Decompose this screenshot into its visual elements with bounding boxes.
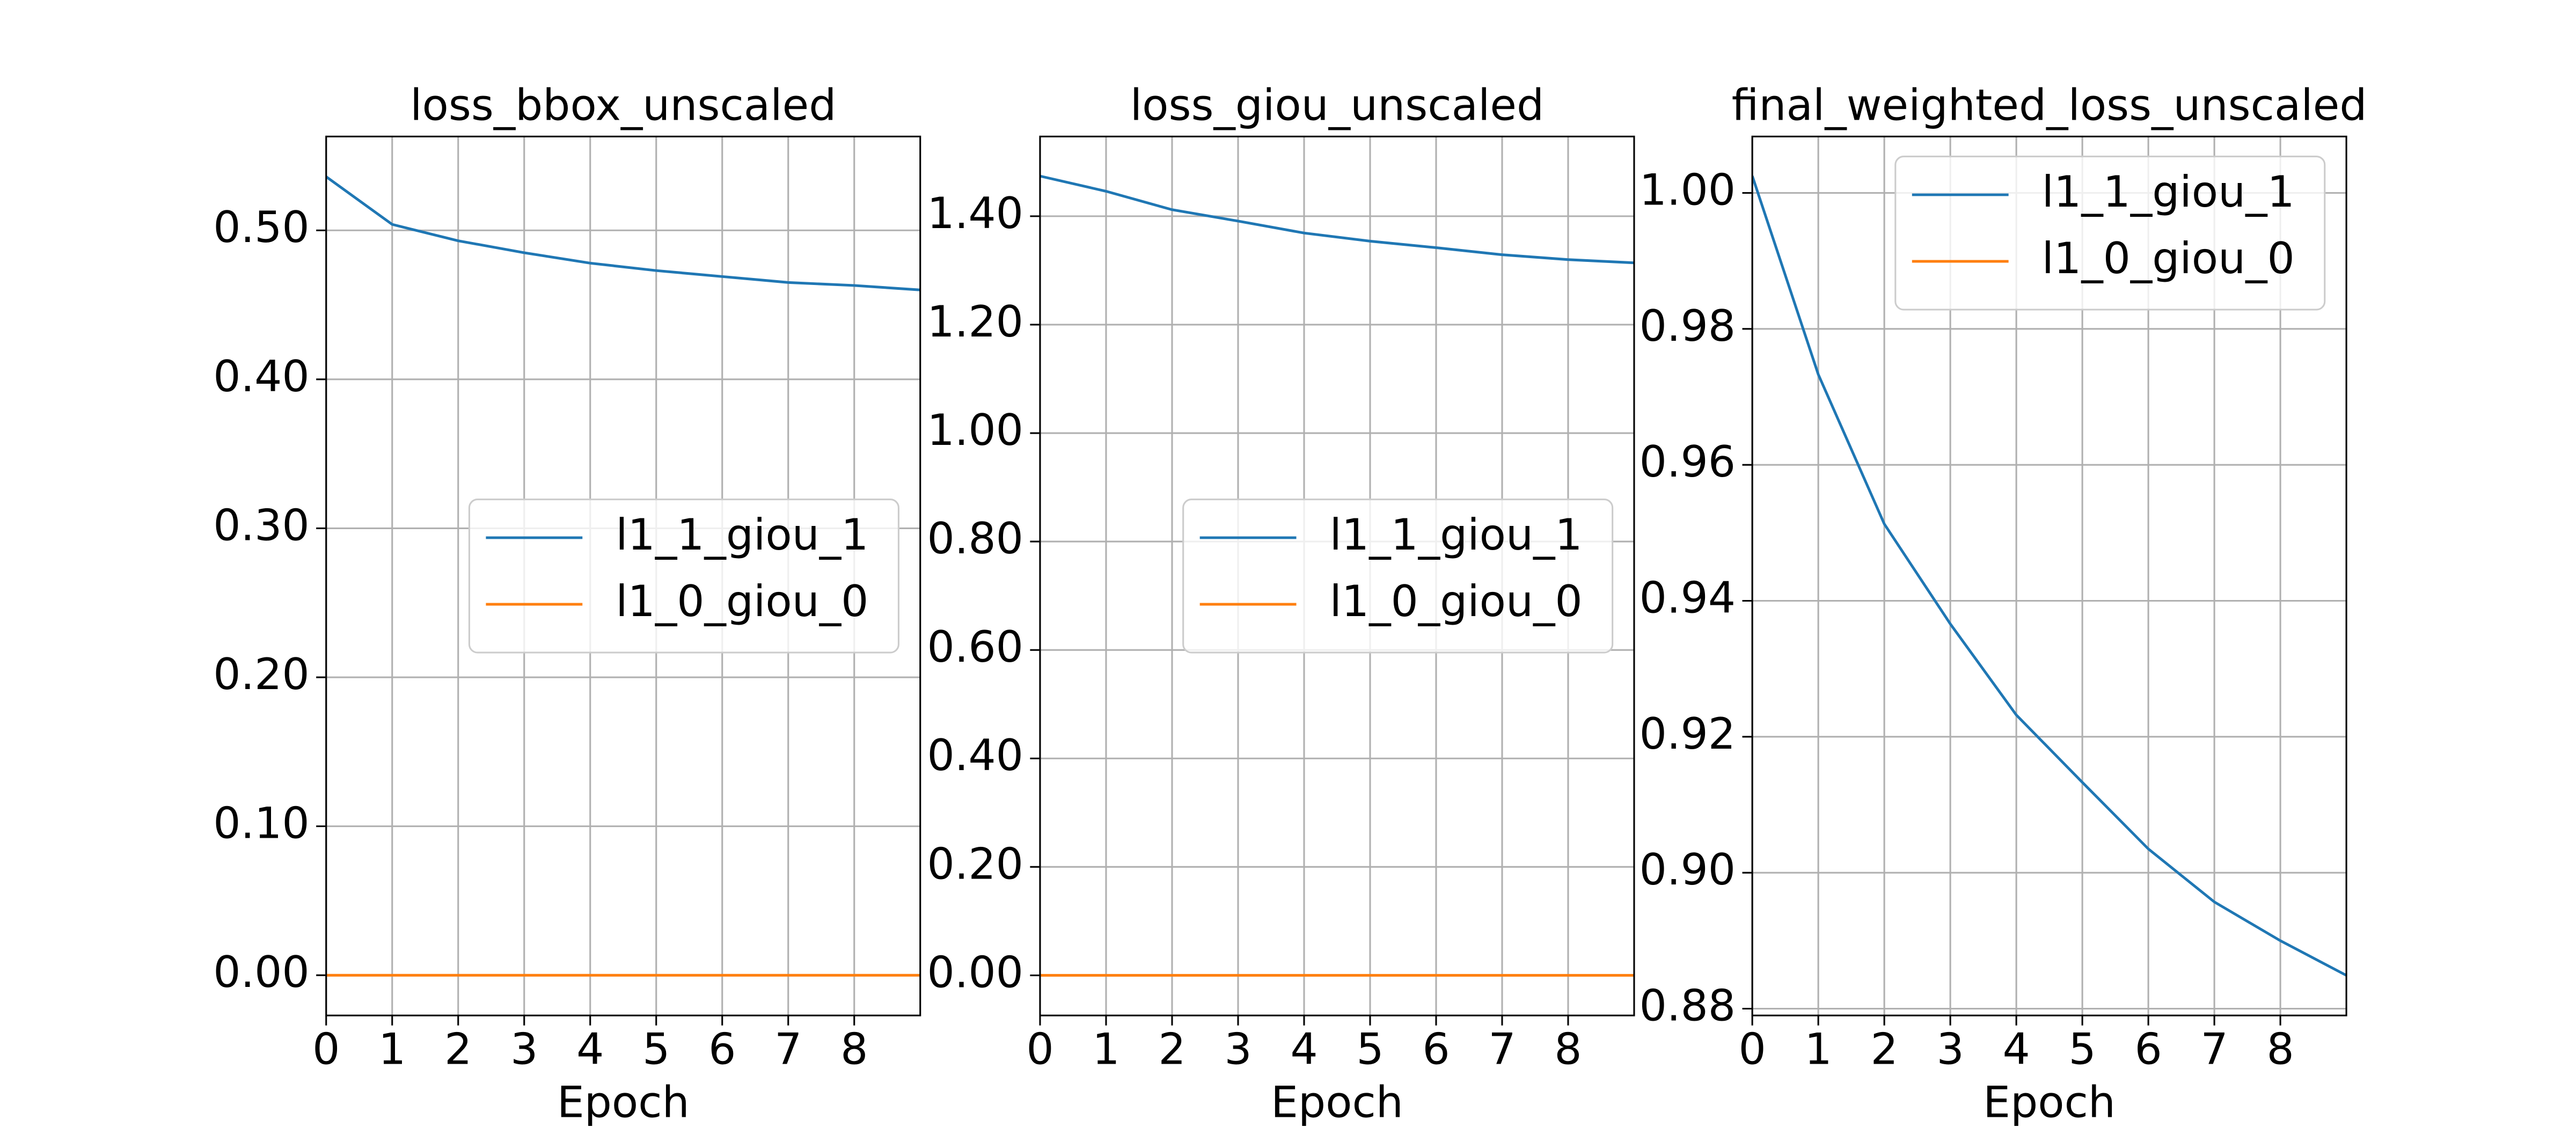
x-tick-label: 0 xyxy=(1738,1024,1766,1074)
x-tick-label: 1 xyxy=(378,1024,406,1074)
y-tick-label: 0.40 xyxy=(213,352,309,402)
y-tick-label: 0.20 xyxy=(927,839,1023,889)
x-tick-label: 0 xyxy=(312,1024,340,1074)
x-tick-label: 4 xyxy=(576,1024,604,1074)
y-tick-label: 1.00 xyxy=(1640,165,1736,215)
y-tick-label: 0.98 xyxy=(1640,301,1736,352)
x-tick-label: 7 xyxy=(774,1024,802,1074)
x-tick-label: 8 xyxy=(1554,1024,1582,1074)
x-tick-label: 5 xyxy=(2068,1024,2096,1074)
y-tick-label: 0.10 xyxy=(213,799,309,849)
x-tick-label: 1 xyxy=(1092,1024,1119,1074)
y-tick-label: 0.00 xyxy=(927,947,1023,998)
x-tick-label: 6 xyxy=(1422,1024,1450,1074)
y-tick-label: 0.00 xyxy=(213,947,309,998)
y-tick-label: 0.30 xyxy=(213,500,309,551)
legend: l1_1_giou_1 l1_0_giou_0 xyxy=(468,499,899,654)
x-tick-label: 3 xyxy=(510,1024,538,1074)
x-tick-label: 4 xyxy=(2002,1024,2030,1074)
y-tick-label: 0.88 xyxy=(1640,980,1736,1031)
x-axis-label: Epoch xyxy=(1983,1078,2116,1127)
x-tick-label: 6 xyxy=(2134,1024,2162,1074)
legend-label: l1_1_giou_1 xyxy=(2042,167,2295,217)
legend: l1_1_giou_1 l1_0_giou_0 xyxy=(1894,156,2326,311)
y-tick-label: 0.60 xyxy=(927,622,1023,672)
y-tick-label: 0.50 xyxy=(213,202,309,253)
legend-label: l1_0_giou_0 xyxy=(2042,233,2295,284)
x-tick-label: 8 xyxy=(840,1024,868,1074)
y-tick-label: 0.20 xyxy=(213,649,309,700)
x-tick-label: 3 xyxy=(1936,1024,1964,1074)
legend-label: l1_1_giou_1 xyxy=(1330,510,1583,560)
plot-frame xyxy=(1039,135,1635,1016)
x-axis-label: Epoch xyxy=(1271,1078,1403,1127)
legend: l1_1_giou_1 l1_0_giou_0 xyxy=(1182,499,1614,654)
x-tick-label: 3 xyxy=(1224,1024,1252,1074)
legend-label: l1_1_giou_1 xyxy=(616,510,868,560)
x-tick-label: 2 xyxy=(1870,1024,1898,1074)
x-axis-label: Epoch xyxy=(557,1078,690,1127)
chart-title: loss_giou_unscaled xyxy=(1130,80,1544,131)
legend-label: l1_0_giou_0 xyxy=(616,576,868,627)
series-line xyxy=(1040,174,1634,265)
x-tick-label: 7 xyxy=(1488,1024,1516,1074)
x-tick-label: 5 xyxy=(1356,1024,1384,1074)
y-tick-label: 0.80 xyxy=(927,514,1023,564)
y-tick-label: 0.92 xyxy=(1640,709,1736,759)
x-tick-label: 4 xyxy=(1290,1024,1318,1074)
x-tick-label: 7 xyxy=(2200,1024,2228,1074)
legend-label: l1_0_giou_0 xyxy=(1330,576,1583,627)
y-tick-label: 1.40 xyxy=(927,188,1023,239)
series-line xyxy=(326,175,920,291)
chart-title: final_weighted_loss_unscaled xyxy=(1732,80,2367,131)
plot-frame xyxy=(325,135,921,1016)
x-tick-label: 5 xyxy=(642,1024,670,1074)
y-tick-label: 0.40 xyxy=(927,730,1023,781)
x-tick-label: 2 xyxy=(1158,1024,1185,1074)
x-tick-label: 6 xyxy=(708,1024,736,1074)
y-tick-label: 1.00 xyxy=(927,405,1023,456)
plot-frame xyxy=(1751,135,2347,1016)
chart-title: loss_bbox_unscaled xyxy=(410,80,836,131)
x-tick-label: 2 xyxy=(444,1024,472,1074)
x-tick-label: 1 xyxy=(1804,1024,1832,1074)
y-tick-label: 0.94 xyxy=(1640,573,1736,623)
y-tick-label: 0.90 xyxy=(1640,845,1736,895)
series-line xyxy=(1752,175,2347,977)
x-tick-label: 0 xyxy=(1026,1024,1053,1074)
y-tick-label: 1.20 xyxy=(927,297,1023,347)
y-tick-label: 0.96 xyxy=(1640,437,1736,487)
x-tick-label: 8 xyxy=(2266,1024,2294,1074)
